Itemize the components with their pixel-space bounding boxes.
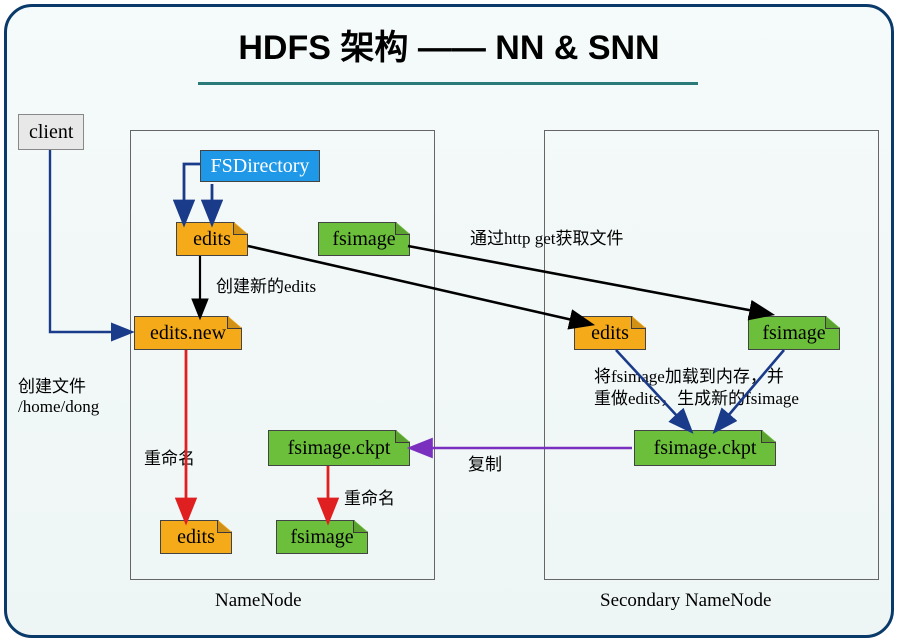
- region-namenode: [130, 130, 435, 580]
- label-rename-1: 重命名: [144, 444, 195, 469]
- label-rename-2: 重命名: [344, 484, 395, 509]
- node-edits: edits: [176, 222, 248, 256]
- region-secondary-namenode: [544, 130, 879, 580]
- node-fsdirectory: FSDirectory: [200, 150, 320, 182]
- node-fsimage: fsimage: [318, 222, 410, 256]
- region-secondary-namenode-label: Secondary NameNode: [600, 590, 771, 612]
- label-http-get: 通过http get获取文件: [470, 224, 623, 249]
- label-create-file: 创建文件 /home/dong: [18, 372, 99, 417]
- slide-title: HDFS 架构 —— NN & SNN: [0, 20, 898, 69]
- node-client-label: client: [29, 121, 73, 143]
- node-fsimage-snn: fsimage: [748, 316, 840, 350]
- label-load-mem-2: 重做edits，生成新的fsimage: [594, 384, 799, 409]
- label-new-edits: 创建新的edits: [216, 272, 316, 297]
- node-fsimage-ckpt-snn: fsimage.ckpt: [634, 430, 776, 466]
- region-namenode-label: NameNode: [215, 590, 302, 612]
- node-fsimage-ckpt-nn: fsimage.ckpt: [268, 430, 410, 466]
- node-client: client: [18, 114, 84, 150]
- node-edits-renamed: edits: [160, 520, 232, 554]
- node-edits-new: edits.new: [134, 316, 242, 350]
- node-edits-snn: edits: [574, 316, 646, 350]
- title-underline: [198, 82, 698, 85]
- label-copy: 复制: [468, 450, 502, 475]
- node-fsimage-renamed: fsimage: [276, 520, 368, 554]
